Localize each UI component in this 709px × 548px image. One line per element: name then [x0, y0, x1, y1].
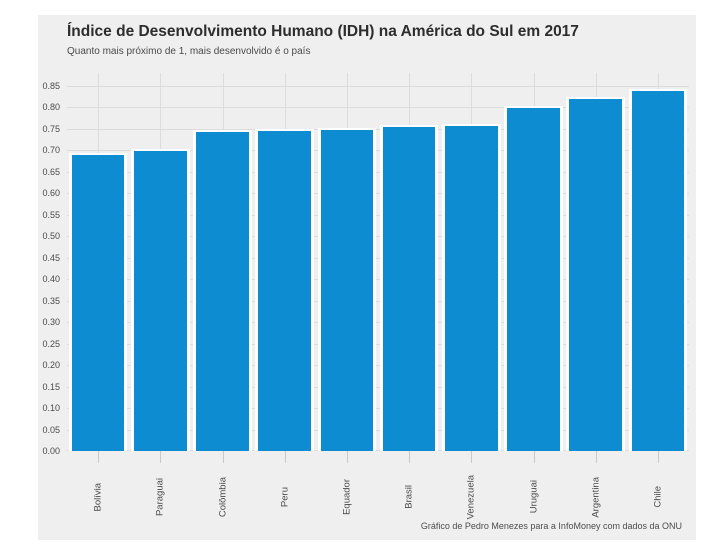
y-tick-label: 0.20 — [42, 360, 60, 371]
x-tick-Bolívia — [98, 451, 100, 463]
gridline-y-0.15 — [67, 386, 689, 388]
bar-Venezuela — [442, 124, 501, 451]
gridline-y-0.50 — [67, 236, 689, 238]
y-tick-label: 0.40 — [42, 274, 60, 285]
y-tick-label: 0.70 — [42, 145, 60, 156]
y-tick-label: 0.15 — [42, 381, 60, 392]
chart-caption: Gráfico de Pedro Menezes para a InfoMone… — [420, 521, 682, 531]
x-tick-Chile — [657, 451, 659, 463]
gridline-y-0.35 — [67, 300, 689, 302]
bar-Paraguai — [131, 149, 190, 451]
chart-subtitle: Quanto mais próximo de 1, mais desenvolv… — [67, 46, 311, 57]
plot-area — [67, 73, 689, 451]
gridline-y-0.00 — [67, 450, 689, 451]
x-tick-Equador — [346, 451, 348, 463]
gridline-y-0.65 — [67, 171, 689, 173]
x-label-Brasil: Brasil — [403, 485, 415, 509]
chart-title: Índice de Desenvolvimento Humano (IDH) n… — [67, 23, 579, 40]
x-label-Chile: Chile — [652, 486, 664, 508]
y-tick-label: 0.75 — [42, 123, 60, 134]
y-tick-label: 0.25 — [42, 338, 60, 349]
gridline-y-0.20 — [67, 365, 689, 367]
gridline-y-0.30 — [67, 322, 689, 324]
y-tick-label: 0.45 — [42, 252, 60, 263]
y-tick-label: 0.10 — [42, 403, 60, 414]
x-label-wrap-Peru: Peru — [279, 463, 290, 531]
bar-Brasil — [379, 124, 439, 451]
x-label-wrap-Colômbia: Colômbia — [217, 463, 228, 531]
bar-column-Paraguai — [129, 73, 191, 451]
y-tick-label: 0.05 — [42, 424, 60, 435]
y-tick-label: 0.55 — [42, 209, 60, 220]
bar-column-Chile — [627, 73, 689, 451]
y-tick-label: 0.65 — [42, 166, 60, 177]
gridline-y-0.60 — [67, 193, 689, 195]
x-label-wrap-Equador: Equador — [341, 463, 352, 531]
y-axis-tick-labels: 0.00 0.05 0.10 0.15 0.20 0.25 0.30 0.35 0.40 0.45… — [38, 73, 63, 456]
gridline-y-0.85 — [67, 85, 689, 87]
bar-column-Venezuela — [440, 73, 502, 451]
x-label-Equador: Equador — [341, 479, 353, 515]
y-tick-label: 0.60 — [42, 188, 60, 199]
x-tick-Venezuela — [471, 451, 473, 463]
gridline-y-0.05 — [67, 429, 689, 431]
x-tick-Argentina — [595, 451, 597, 463]
x-label-Paraguai: Paraguai — [154, 477, 166, 517]
y-tick-label: 0.00 — [42, 446, 60, 456]
x-label-Bolívia: Bolívia — [92, 482, 104, 512]
bar-Chile — [628, 88, 688, 451]
gridline-y-0.45 — [67, 257, 689, 259]
gridline-y-0.70 — [67, 150, 689, 152]
bar-Uruguai — [504, 105, 563, 451]
bar-column-Peru — [254, 73, 316, 451]
y-tick-label: 0.35 — [42, 295, 60, 306]
x-axis-tick-marks — [67, 451, 689, 463]
x-label-Uruguai: Uruguai — [528, 480, 539, 514]
x-tick-Brasil — [409, 451, 411, 463]
bar-Peru — [255, 128, 314, 451]
x-label-wrap-Bolívia: Bolívia — [93, 463, 104, 531]
bar-column-Colômbia — [191, 73, 253, 451]
bar-series — [67, 73, 689, 451]
gridline-y-0.75 — [67, 128, 689, 130]
x-label-wrap-Paraguai: Paraguai — [155, 463, 166, 531]
x-label-Peru: Peru — [279, 486, 291, 508]
gridline-y-0.40 — [67, 279, 689, 281]
bar-Bolívia — [68, 153, 128, 451]
bar-column-Bolívia — [67, 73, 129, 451]
bar-Colômbia — [193, 130, 252, 451]
bar-column-Argentina — [565, 73, 627, 451]
x-tick-Uruguai — [533, 451, 535, 463]
x-label-Venezuela: Venezuela — [465, 474, 477, 520]
y-tick-label: 0.85 — [42, 80, 60, 91]
x-tick-Colômbia — [222, 451, 224, 463]
x-label-Argentina: Argentina — [590, 476, 602, 518]
gridline-y-0.10 — [67, 408, 689, 410]
bar-column-Uruguai — [502, 73, 564, 451]
bar-column-Brasil — [378, 73, 440, 451]
y-tick-label: 0.50 — [42, 231, 60, 242]
x-tick-Peru — [284, 451, 286, 463]
bar-column-Equador — [316, 73, 378, 451]
x-label-wrap-Brasil: Brasil — [404, 463, 415, 531]
x-label-Colômbia: Colômbia — [217, 476, 228, 518]
gridline-y-0.25 — [67, 343, 689, 345]
y-tick-label: 0.30 — [42, 317, 60, 328]
bar-Equador — [317, 127, 377, 451]
y-tick-label: 0.80 — [42, 102, 60, 113]
gridline-y-0.80 — [67, 107, 689, 109]
chart-card: Índice de Desenvolvimento Humano (IDH) n… — [38, 15, 696, 540]
x-tick-Paraguai — [160, 451, 162, 463]
bar-Argentina — [566, 96, 625, 451]
gridline-y-0.55 — [67, 214, 689, 216]
